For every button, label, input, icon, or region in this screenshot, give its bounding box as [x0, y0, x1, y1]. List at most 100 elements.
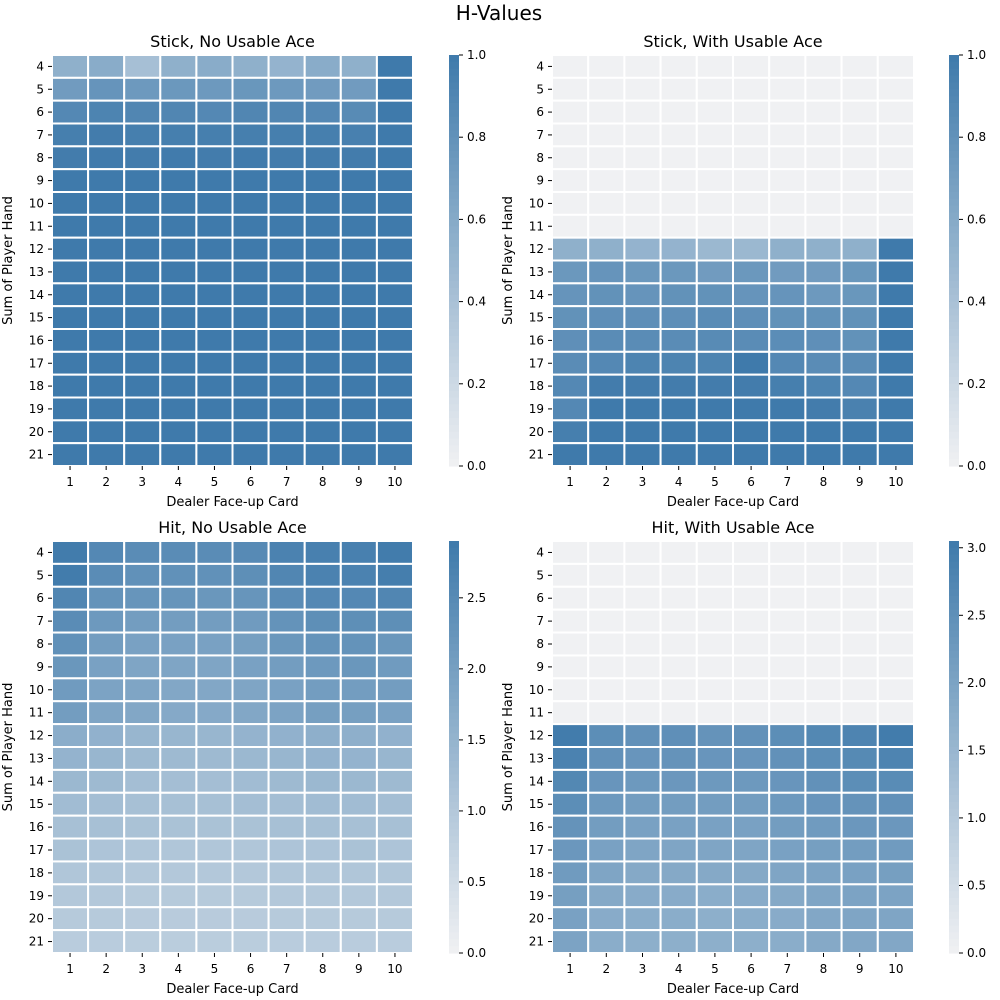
- heatmap-cell: [51, 213, 90, 239]
- heatmap-cell: [159, 305, 198, 330]
- x-tick-label: 2: [102, 962, 110, 976]
- x-tick-label: 3: [138, 475, 146, 489]
- heatmap-cell: [768, 723, 807, 748]
- heatmap-cell: [267, 259, 306, 285]
- x-tick-label: 4: [675, 475, 683, 489]
- heatmap-cell: [695, 282, 734, 308]
- colorbar-segment: [949, 767, 959, 776]
- heatmap-cell: [303, 540, 342, 565]
- heatmap-cell: [840, 723, 879, 748]
- heatmap-cell: [123, 540, 162, 565]
- heatmap-cell: [123, 442, 162, 467]
- heatmap-cell: [587, 122, 626, 148]
- y-axis-label: Sum of Player Hand: [1, 683, 16, 812]
- heatmap-cell: [623, 562, 662, 588]
- x-tick-label: 8: [319, 962, 327, 976]
- heatmap-cell: [339, 145, 378, 171]
- colorbar-segment: [949, 856, 959, 865]
- heatmap-cell: [87, 328, 126, 353]
- colorbar-segment: [949, 82, 959, 90]
- y-tick-label: 7: [36, 614, 44, 628]
- heatmap-cell: [375, 631, 414, 657]
- heatmap-cell: [840, 677, 879, 703]
- colorbar-segment: [449, 205, 459, 214]
- heatmap-cell: [840, 814, 879, 840]
- colorbar-segment: [449, 911, 459, 920]
- colorbar-segment: [949, 692, 959, 700]
- colorbar-segment: [449, 438, 459, 447]
- heatmap-cell: [339, 746, 378, 771]
- heatmap-cell: [732, 562, 771, 588]
- colorbar-segment: [449, 760, 459, 769]
- heatmap-cell: [732, 213, 771, 239]
- heatmap-cell: [623, 723, 662, 748]
- heatmap-cell: [623, 700, 662, 726]
- heatmap-cell: [375, 442, 414, 467]
- x-tick-label: 8: [820, 962, 828, 976]
- colorbar-segment: [949, 595, 959, 604]
- heatmap-cell: [375, 236, 414, 262]
- heatmap-cell: [51, 837, 90, 863]
- colorbar-segment: [449, 747, 459, 755]
- heatmap-cell: [695, 99, 734, 125]
- heatmap-cell: [732, 608, 771, 634]
- heatmap-cell: [159, 76, 198, 102]
- colorbar-segment: [449, 843, 459, 851]
- heatmap-cell: [732, 328, 771, 353]
- heatmap-cell: [623, 631, 662, 657]
- heatmap-cell: [195, 540, 234, 565]
- heatmap-cell: [732, 122, 771, 148]
- colorbar-segment: [449, 863, 459, 872]
- heatmap-cell: [195, 328, 234, 353]
- heatmap-cell: [195, 168, 234, 194]
- heatmap-cell: [303, 585, 342, 611]
- heatmap-cell: [51, 396, 90, 422]
- heatmap-cell: [339, 54, 378, 79]
- y-tick-label: 13: [529, 751, 544, 765]
- heatmap-cell: [375, 768, 414, 794]
- colorbar-segment: [449, 719, 459, 727]
- heatmap-cell: [732, 654, 771, 680]
- heatmap-cell: [267, 837, 306, 863]
- heatmap-cell: [87, 906, 126, 932]
- heatmap-cell: [123, 282, 162, 308]
- heatmap-cell: [551, 213, 590, 239]
- heatmap-cell: [551, 906, 590, 932]
- colorbar-segment: [949, 383, 959, 392]
- heatmap-cell: [732, 282, 771, 308]
- colorbar-segment: [449, 856, 459, 865]
- heatmap-cell: [840, 168, 879, 194]
- heatmap-cell: [732, 442, 771, 467]
- x-tick-label: 6: [747, 962, 755, 976]
- heatmap-cell: [768, 654, 807, 680]
- heatmap-cell: [804, 145, 843, 171]
- x-axis-label: Dealer Face-up Card: [667, 982, 799, 997]
- y-tick-label: 19: [29, 889, 44, 903]
- heatmap-cell: [623, 883, 662, 909]
- colorbar-segment: [949, 884, 959, 892]
- x-tick-label: 2: [602, 475, 610, 489]
- heatmap-cell: [339, 814, 378, 840]
- heatmap-cell: [551, 654, 590, 680]
- colorbar-segment: [949, 459, 959, 467]
- heatmap-cell: [159, 837, 198, 863]
- y-tick-label: 18: [529, 866, 544, 880]
- heatmap-cell: [159, 191, 198, 216]
- heatmap-cell: [159, 883, 198, 909]
- heatmap-cell: [732, 723, 771, 748]
- heatmap-cell: [123, 236, 162, 262]
- colorbar-segment: [949, 61, 959, 70]
- heatmap-cell: [732, 419, 771, 445]
- heatmap-cell: [659, 145, 698, 171]
- colorbar-segment: [949, 356, 959, 364]
- heatmap-cell: [551, 305, 590, 330]
- colorbar-tick-label: 2.0: [967, 676, 986, 690]
- heatmap-cell: [623, 236, 662, 262]
- heatmap-cell: [375, 54, 414, 79]
- colorbar-segment: [449, 801, 459, 810]
- heatmap-cell: [303, 442, 342, 467]
- colorbar-segment: [449, 698, 459, 707]
- heatmap-cell: [267, 282, 306, 308]
